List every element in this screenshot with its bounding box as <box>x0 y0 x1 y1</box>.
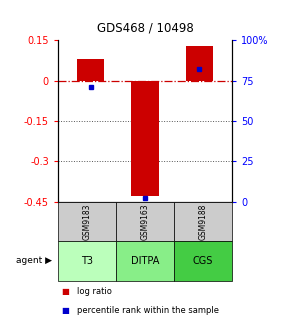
Bar <box>186 46 213 81</box>
Text: GDS468 / 10498: GDS468 / 10498 <box>97 22 193 35</box>
Bar <box>77 59 104 81</box>
Text: DITPA: DITPA <box>131 256 159 266</box>
Text: agent ▶: agent ▶ <box>16 256 52 265</box>
Text: log ratio: log ratio <box>77 287 112 296</box>
Text: GSM9188: GSM9188 <box>198 203 208 240</box>
Text: ■: ■ <box>61 306 69 315</box>
Bar <box>131 81 159 196</box>
Text: GSM9163: GSM9163 <box>140 203 150 240</box>
Text: GSM9183: GSM9183 <box>82 203 92 240</box>
Text: ■: ■ <box>61 287 69 296</box>
Text: CGS: CGS <box>193 256 213 266</box>
Text: T3: T3 <box>81 256 93 266</box>
Text: percentile rank within the sample: percentile rank within the sample <box>77 306 219 315</box>
